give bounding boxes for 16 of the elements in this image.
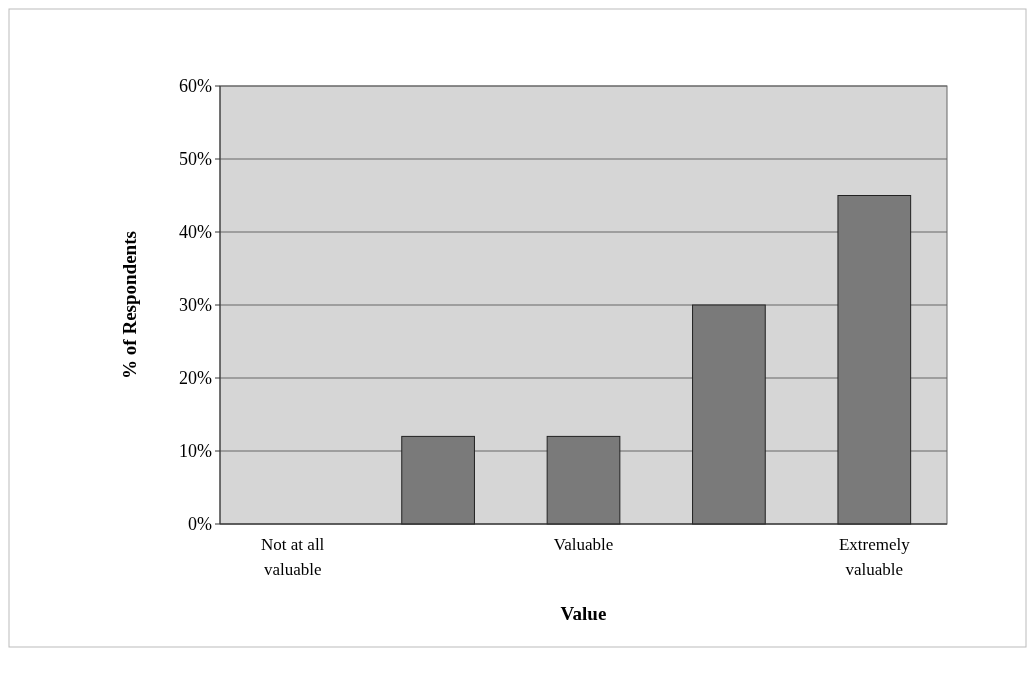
bar bbox=[692, 304, 766, 525]
y-tick-label: 10% bbox=[179, 441, 212, 462]
y-tick-label: 40% bbox=[179, 222, 212, 243]
bar bbox=[837, 195, 912, 525]
y-tick-label: 60% bbox=[179, 76, 212, 97]
y-axis-title: % of Respondents bbox=[119, 231, 140, 379]
y-tick-label: 50% bbox=[179, 149, 212, 170]
x-tick-label: Not at all valuable bbox=[261, 535, 325, 579]
x-tick-label: Extremely valuable bbox=[838, 535, 911, 579]
x-tick-label: Valuable bbox=[553, 535, 614, 554]
y-tick-label: 20% bbox=[179, 368, 212, 389]
y-tick-label: 30% bbox=[179, 295, 212, 316]
bar bbox=[546, 435, 621, 525]
y-tick-label: 0% bbox=[188, 514, 212, 535]
bar bbox=[401, 435, 475, 525]
x-axis-title: Value bbox=[560, 603, 607, 624]
